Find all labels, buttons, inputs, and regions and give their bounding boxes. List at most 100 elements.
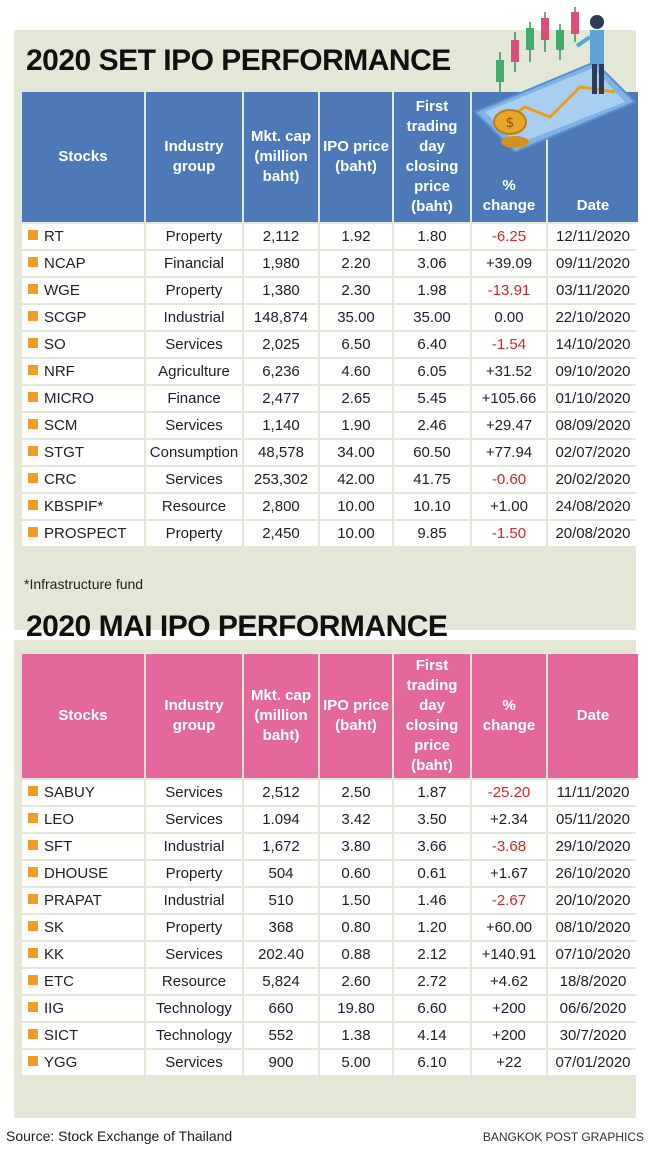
- date-cell: 20/08/2020: [548, 521, 638, 546]
- table-row: PROSPECT Property 2,450 10.00 9.85 -1.50 20/08…: [22, 521, 638, 546]
- header-change: % change: [472, 654, 546, 778]
- ipo-price-cell: 35.00: [320, 305, 392, 330]
- table-row: SCM Services 1,140 1.90 2.46 +29.47 08/09/2020: [22, 413, 638, 438]
- mktcap-cell: 1.094: [244, 807, 318, 832]
- ipo-price-cell: 3.42: [320, 807, 392, 832]
- industry-cell: Property: [146, 278, 242, 303]
- mktcap-cell: 202.40: [244, 942, 318, 967]
- bullet-square-icon: [28, 921, 38, 931]
- ipo-price-cell: 6.50: [320, 332, 392, 357]
- stock-name: SCGP: [44, 309, 87, 326]
- bullet-square-icon: [28, 338, 38, 348]
- stock-name: ETC: [44, 973, 74, 990]
- industry-cell: Property: [146, 861, 242, 886]
- stock-cell: YGG: [22, 1050, 144, 1075]
- closing-price-cell: 3.50: [394, 807, 470, 832]
- change-cell: +200: [472, 996, 546, 1021]
- stock-name: SO: [44, 336, 66, 353]
- bullet-square-icon: [28, 311, 38, 321]
- closing-price-cell: 1.46: [394, 888, 470, 913]
- change-cell: +29.47: [472, 413, 546, 438]
- industry-cell: Property: [146, 224, 242, 249]
- mktcap-cell: 2,025: [244, 332, 318, 357]
- stock-cell: SABUY: [22, 780, 144, 805]
- stock-cell: LEO: [22, 807, 144, 832]
- industry-cell: Industrial: [146, 305, 242, 330]
- mktcap-cell: 552: [244, 1023, 318, 1048]
- change-cell: -1.50: [472, 521, 546, 546]
- ipo-price-cell: 2.65: [320, 386, 392, 411]
- date-cell: 03/11/2020: [548, 278, 638, 303]
- stock-name: KBSPIF*: [44, 498, 104, 515]
- ipo-price-cell: 0.88: [320, 942, 392, 967]
- stock-name: NCAP: [44, 255, 86, 272]
- bullet-square-icon: [28, 867, 38, 877]
- mktcap-cell: 1,672: [244, 834, 318, 859]
- change-cell: 0.00: [472, 305, 546, 330]
- table-row: SO Services 2,025 6.50 6.40 -1.54 14/10/2020: [22, 332, 638, 357]
- bullet-square-icon: [28, 365, 38, 375]
- table-row: KBSPIF* Resource 2,800 10.00 10.10 +1.00 24/08…: [22, 494, 638, 519]
- industry-cell: Consumption: [146, 440, 242, 465]
- bullet-square-icon: [28, 948, 38, 958]
- bullet-square-icon: [28, 840, 38, 850]
- stock-cell: SFT: [22, 834, 144, 859]
- mai-table-body: SABUY Services 2,512 2.50 1.87 -25.20 11/11/20…: [22, 780, 638, 1075]
- industry-cell: Technology: [146, 1023, 242, 1048]
- change-cell: -2.67: [472, 888, 546, 913]
- industry-cell: Services: [146, 780, 242, 805]
- stock-cell: DHOUSE: [22, 861, 144, 886]
- ipo-price-cell: 1.90: [320, 413, 392, 438]
- closing-price-cell: 35.00: [394, 305, 470, 330]
- closing-price-cell: 6.60: [394, 996, 470, 1021]
- industry-cell: Agriculture: [146, 359, 242, 384]
- date-cell: 22/10/2020: [548, 305, 638, 330]
- closing-price-cell: 1.98: [394, 278, 470, 303]
- change-cell: +1.67: [472, 861, 546, 886]
- date-cell: 26/10/2020: [548, 861, 638, 886]
- mktcap-cell: 1,380: [244, 278, 318, 303]
- date-cell: 07/10/2020: [548, 942, 638, 967]
- bullet-square-icon: [28, 500, 38, 510]
- stock-name: SICT: [44, 1027, 79, 1044]
- ipo-price-cell: 1.50: [320, 888, 392, 913]
- change-cell: +4.62: [472, 969, 546, 994]
- stock-cell: IIG: [22, 996, 144, 1021]
- industry-cell: Services: [146, 332, 242, 357]
- closing-price-cell: 5.45: [394, 386, 470, 411]
- header-closing-price: First trading day closing price (baht): [394, 92, 470, 222]
- closing-price-cell: 3.06: [394, 251, 470, 276]
- date-cell: 02/07/2020: [548, 440, 638, 465]
- ipo-price-cell: 2.20: [320, 251, 392, 276]
- closing-price-cell: 6.40: [394, 332, 470, 357]
- stock-cell: STGT: [22, 440, 144, 465]
- ipo-price-cell: 2.60: [320, 969, 392, 994]
- mktcap-cell: 2,112: [244, 224, 318, 249]
- stock-name: SCM: [44, 417, 78, 434]
- stock-name: YGG: [44, 1054, 78, 1071]
- ipo-price-cell: 10.00: [320, 521, 392, 546]
- closing-price-cell: 1.80: [394, 224, 470, 249]
- date-cell: 09/10/2020: [548, 359, 638, 384]
- change-cell: +31.52: [472, 359, 546, 384]
- stock-name: LEO: [44, 811, 75, 828]
- stock-cell: ETC: [22, 969, 144, 994]
- closing-price-cell: 0.61: [394, 861, 470, 886]
- change-cell: -3.68: [472, 834, 546, 859]
- stock-cell: MICRO: [22, 386, 144, 411]
- source-note: Source: Stock Exchange of Thailand: [6, 1128, 233, 1144]
- industry-cell: Finance: [146, 386, 242, 411]
- set-title: 2020 SET IPO PERFORMANCE: [26, 44, 451, 77]
- ipo-price-cell: 5.00: [320, 1050, 392, 1075]
- closing-price-cell: 4.14: [394, 1023, 470, 1048]
- ipo-price-cell: 2.50: [320, 780, 392, 805]
- closing-price-cell: 2.12: [394, 942, 470, 967]
- ipo-price-cell: 3.80: [320, 834, 392, 859]
- mai-title: 2020 MAI IPO PERFORMANCE: [26, 610, 448, 643]
- change-cell: +200: [472, 1023, 546, 1048]
- stock-cell: NCAP: [22, 251, 144, 276]
- ipo-price-cell: 10.00: [320, 494, 392, 519]
- bullet-square-icon: [28, 975, 38, 985]
- closing-price-cell: 1.20: [394, 915, 470, 940]
- bullet-square-icon: [28, 1029, 38, 1039]
